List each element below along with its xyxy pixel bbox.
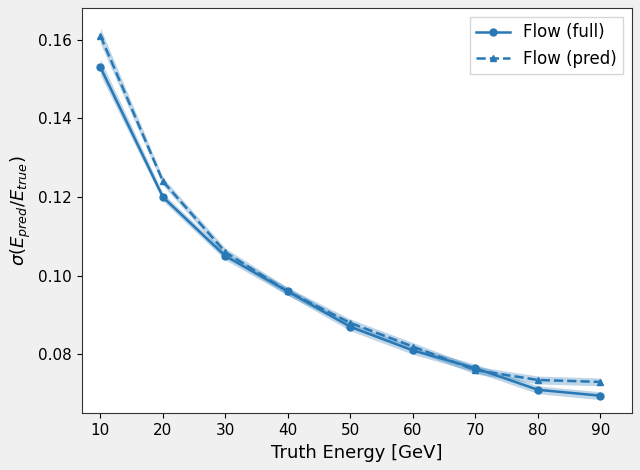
Line: Flow (pred): Flow (pred): [97, 32, 604, 385]
Flow (full): [472, 365, 479, 371]
Flow (full): [596, 393, 604, 399]
Y-axis label: $\sigma(E_{pred}/E_{true})$: $\sigma(E_{pred}/E_{true})$: [8, 156, 33, 266]
Flow (pred): [534, 377, 541, 383]
Flow (full): [97, 64, 104, 70]
Flow (pred): [159, 179, 167, 184]
Flow (full): [284, 289, 292, 294]
Flow (pred): [472, 368, 479, 373]
Flow (pred): [97, 33, 104, 39]
Flow (full): [221, 253, 229, 259]
Flow (pred): [409, 344, 417, 349]
Flow (full): [347, 324, 355, 329]
Flow (full): [159, 194, 167, 200]
Flow (pred): [221, 249, 229, 255]
Line: Flow (full): Flow (full): [97, 64, 604, 399]
Flow (full): [409, 348, 417, 353]
Flow (pred): [596, 379, 604, 385]
X-axis label: Truth Energy [GeV]: Truth Energy [GeV]: [271, 444, 442, 462]
Flow (pred): [347, 320, 355, 326]
Legend: Flow (full), Flow (pred): Flow (full), Flow (pred): [470, 16, 623, 74]
Flow (full): [534, 387, 541, 392]
Flow (pred): [284, 289, 292, 294]
